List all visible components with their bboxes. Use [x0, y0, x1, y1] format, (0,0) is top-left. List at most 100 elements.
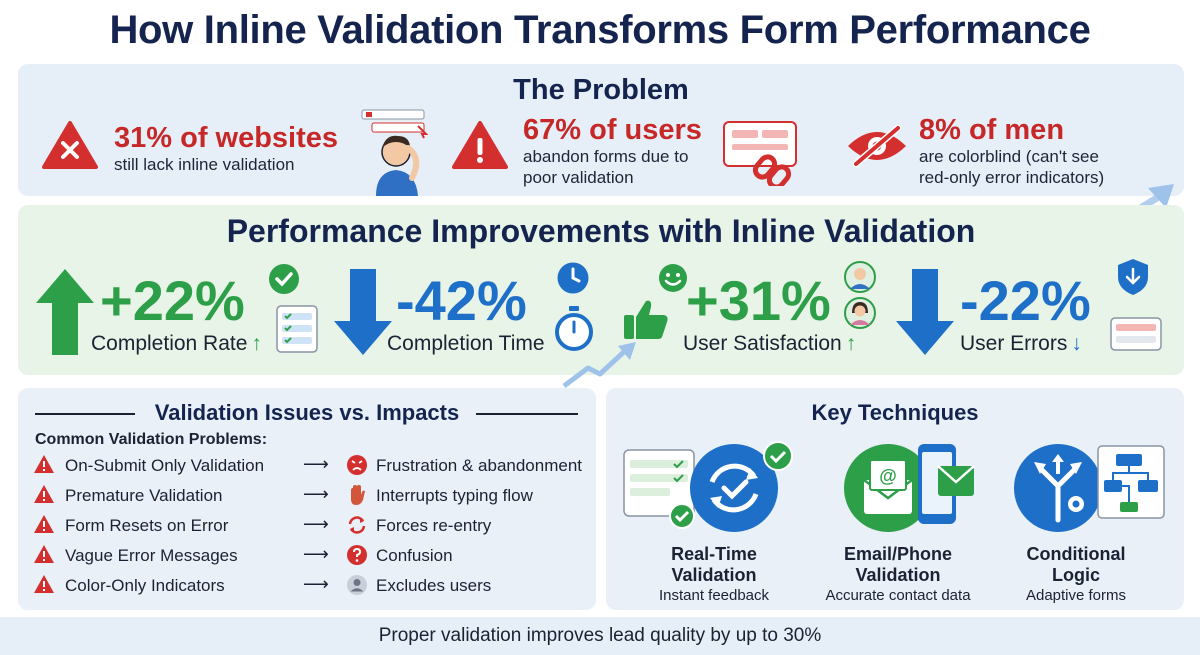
- metric-label-text: User Satisfaction: [683, 332, 842, 355]
- down-arrow-icon: [896, 269, 954, 355]
- technique-name: Conditional Logic: [996, 544, 1156, 586]
- issues-title: Validation Issues vs. Impacts: [154, 400, 460, 425]
- smiley-icon: [659, 264, 687, 292]
- warning-icon: [34, 485, 54, 503]
- arrow-icon: ⟶: [303, 544, 329, 564]
- metric-value: -22%: [960, 269, 1091, 332]
- issue-impact: Forces re-entry: [376, 516, 492, 535]
- problem-item-users: 67% of users abandon forms due to poor v…: [523, 114, 702, 188]
- question-icon: [347, 545, 367, 565]
- problem-desc-line1: are colorblind (can't see: [919, 147, 1099, 166]
- confused-user-illustration: [361, 109, 429, 196]
- eye-crossed-icon: [848, 124, 906, 168]
- divider: [35, 413, 135, 415]
- issue-problem: On-Submit Only Validation: [65, 456, 265, 475]
- trend-up-arrow: ↑: [845, 332, 857, 355]
- warning-exclamation-icon: [452, 121, 508, 169]
- issues-panel: Validation Issues vs. Impacts Common Val…: [18, 388, 596, 610]
- issue-problem: Color-Only Indicators: [65, 576, 225, 595]
- svg-text:@: @: [879, 466, 897, 486]
- down-arrow-icon: [334, 269, 392, 355]
- metric-label-text: Completion Rate: [91, 332, 248, 355]
- refresh-icon: [348, 516, 366, 534]
- problem-item-colorblind: 8% of men are colorblind (can't see red-…: [919, 114, 1104, 188]
- issue-problem: Premature Validation: [65, 486, 223, 505]
- problem-desc-line2: poor validation: [523, 168, 634, 187]
- warning-icon: [34, 545, 54, 563]
- technique-name-line2: Validation: [855, 565, 941, 585]
- metric-value: +22%: [100, 269, 245, 332]
- stop-hand-icon: [351, 485, 365, 505]
- avatar-icon: [844, 261, 876, 293]
- problem-item-websites: 31% of websites still lack inline valida…: [114, 122, 338, 175]
- stopwatch-icon: [555, 306, 593, 351]
- arrow-icon: ⟶: [303, 484, 329, 504]
- metric-value: -42%: [396, 269, 527, 332]
- warning-icon: [34, 455, 54, 473]
- technique-desc: Accurate contact data: [825, 587, 971, 604]
- technique-desc: Adaptive forms: [1025, 587, 1127, 604]
- issue-problem: Vague Error Messages: [65, 546, 238, 565]
- shield-icon: [1118, 259, 1148, 295]
- metric-label: Completion Time: [387, 332, 545, 355]
- checklist-form-icon: [276, 305, 318, 353]
- page-title: How Inline Validation Transforms Form Pe…: [109, 8, 1091, 52]
- real-time-validation-icon: [623, 441, 793, 532]
- trend-up-arrow: ↑: [251, 332, 262, 355]
- problem-desc-line1: abandon forms due to: [523, 147, 689, 166]
- issue-impact: Frustration & abandonment: [376, 456, 583, 475]
- technique-name: Email/Phone Validation: [818, 544, 978, 586]
- issue-row: Color-Only Indicators ⟶ Excludes users: [33, 572, 593, 600]
- angry-face-icon: [347, 455, 367, 475]
- issue-problem: Form Resets on Error: [65, 516, 229, 535]
- arrow-icon: ⟶: [303, 514, 329, 534]
- divider: [476, 413, 578, 415]
- arrow-icon: ⟶: [303, 454, 329, 474]
- techniques-panel: Key Techniques Real-Time Validation Inst…: [606, 388, 1184, 610]
- warning-x-icon: [42, 121, 98, 169]
- thumbs-up-icon: [624, 300, 668, 339]
- user-icon: [347, 575, 367, 595]
- metric-label: Completion Rate ↑: [91, 332, 262, 356]
- metric-label: User Satisfaction ↑: [683, 332, 856, 356]
- warning-icon: [34, 515, 54, 533]
- problem-stat: 67% of users: [523, 114, 702, 146]
- footer-banner: Proper validation improves lead quality …: [0, 617, 1200, 655]
- problem-desc: still lack inline validation: [114, 155, 295, 174]
- issue-impact: Excludes users: [376, 576, 492, 595]
- issue-row: On-Submit Only Validation ⟶ Frustration …: [33, 452, 593, 480]
- problem-stat: 8% of men: [919, 114, 1065, 146]
- metric-label-text: User Errors: [960, 332, 1068, 355]
- problem-stat: 31% of websites: [114, 122, 339, 154]
- check-circle-icon: [269, 264, 299, 294]
- problem-panel: The Problem 31% of websites still lack i…: [18, 64, 1184, 196]
- trend-down-arrow: ↓: [1071, 332, 1082, 355]
- technique-name-line2: Logic: [1052, 565, 1100, 585]
- warning-icon: [34, 575, 54, 593]
- problem-title: The Problem: [513, 74, 689, 106]
- techniques-title: Key Techniques: [811, 400, 979, 425]
- problem-desc-line2: red-only error indicators): [919, 168, 1105, 187]
- clock-icon: [557, 262, 589, 294]
- avatar-icon: [844, 297, 876, 329]
- issue-row: Vague Error Messages ⟶ Confusion: [33, 542, 593, 570]
- small-growth-arrow-decoration: [562, 342, 636, 388]
- technique-name-line2: Validation: [671, 565, 757, 585]
- broken-form-icon: [723, 121, 797, 186]
- technique-name-line1: Real-Time: [671, 544, 757, 564]
- issue-impact: Interrupts typing flow: [376, 486, 533, 505]
- technique-desc: Instant feedback: [658, 587, 770, 604]
- technique-name-line1: Conditional: [1026, 544, 1126, 564]
- issues-subtitle: Common Validation Problems:: [35, 431, 268, 448]
- technique-name-line1: Email/Phone: [843, 544, 953, 564]
- performance-panel: Performance Improvements with Inline Val…: [18, 205, 1184, 375]
- metric-label: User Errors ↓: [960, 332, 1082, 356]
- conditional-logic-icon: [1014, 444, 1165, 532]
- metric-value: +31%: [686, 269, 831, 332]
- technique-name: Real-Time Validation: [634, 544, 794, 586]
- performance-title: Performance Improvements with Inline Val…: [226, 213, 976, 249]
- issue-impact: Confusion: [376, 546, 453, 565]
- issue-row: Form Resets on Error ⟶ Forces re-entry: [33, 512, 593, 540]
- email-phone-icon: @: [844, 444, 975, 532]
- up-arrow-icon: [36, 269, 94, 355]
